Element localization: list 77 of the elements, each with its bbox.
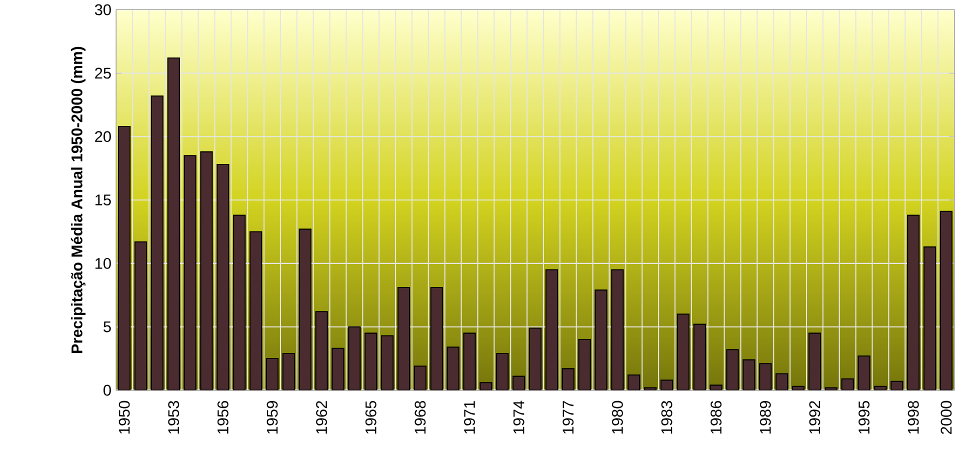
y-tick-label: 30 [94, 4, 111, 16]
bar [266, 358, 279, 390]
bar [874, 386, 887, 390]
x-tick-label: 1968 [414, 401, 426, 434]
bar [562, 368, 574, 390]
bar [742, 359, 756, 390]
bar [512, 376, 526, 390]
bar [594, 290, 608, 390]
bar [923, 246, 936, 390]
bar [150, 96, 164, 390]
y-axis-title: Precipitação Média Anual 1950-2000 (mm) [70, 46, 86, 354]
bar [348, 326, 361, 390]
x-tick-label: 1965 [365, 401, 376, 434]
bar [644, 387, 657, 390]
bar [364, 332, 378, 390]
bar [480, 382, 492, 390]
bar [430, 287, 443, 390]
bar [940, 211, 953, 390]
bar [824, 387, 838, 390]
bar [858, 356, 870, 390]
bar [693, 324, 706, 390]
bar [528, 328, 542, 390]
x-tick-label: 1980 [612, 401, 623, 434]
bar [676, 314, 690, 390]
bar [660, 380, 674, 390]
bar [282, 353, 296, 390]
bar [298, 228, 312, 390]
x-tick-label: 1971 [464, 401, 475, 434]
bar [628, 374, 640, 390]
bar [446, 346, 460, 390]
bar [890, 380, 904, 390]
x-tick-label: 1974 [513, 400, 524, 434]
x-tick-label: 1950 [118, 401, 130, 434]
bar [414, 366, 427, 390]
y-tick-label: 25 [95, 68, 111, 79]
bar [249, 231, 262, 390]
bar [315, 311, 328, 390]
y-tick-label: 0 [104, 384, 111, 396]
bar [578, 339, 591, 390]
bar [496, 353, 509, 390]
bar [841, 378, 854, 390]
x-tick-label: 1995 [858, 401, 870, 434]
bar [545, 269, 558, 390]
y-tick-label: 5 [104, 322, 111, 332]
bar [134, 241, 148, 390]
x-tick-label: 1977 [562, 401, 574, 434]
bar [710, 384, 722, 390]
bar [332, 348, 344, 390]
y-tick-label: 20 [95, 131, 111, 142]
bar [907, 214, 920, 390]
bar [726, 349, 739, 390]
x-tick-label: 1959 [266, 401, 278, 434]
x-tick-label: 1992 [809, 401, 820, 434]
bar [167, 58, 180, 390]
x-tick-label: 2000 [940, 401, 952, 434]
bar [397, 287, 410, 390]
bar [200, 151, 213, 390]
x-tick-label: 1956 [217, 401, 228, 434]
bar [808, 332, 822, 390]
bar [184, 155, 196, 390]
bar [118, 126, 131, 390]
bar [759, 363, 772, 390]
x-tick-label: 1983 [661, 401, 672, 434]
y-tick-label: 10 [95, 258, 111, 269]
bar [381, 335, 394, 390]
x-tick-label: 1998 [908, 401, 919, 434]
x-tick-label: 1989 [760, 401, 771, 434]
x-tick-label: 1986 [710, 401, 722, 434]
bar [776, 373, 788, 390]
bar [233, 214, 246, 390]
x-tick-label: 1962 [316, 401, 328, 434]
x-tick-label: 1953 [168, 401, 180, 434]
bar [463, 332, 476, 390]
bar [792, 386, 805, 390]
bar [611, 269, 624, 390]
y-tick-label: 15 [95, 194, 111, 206]
bar [216, 164, 230, 390]
